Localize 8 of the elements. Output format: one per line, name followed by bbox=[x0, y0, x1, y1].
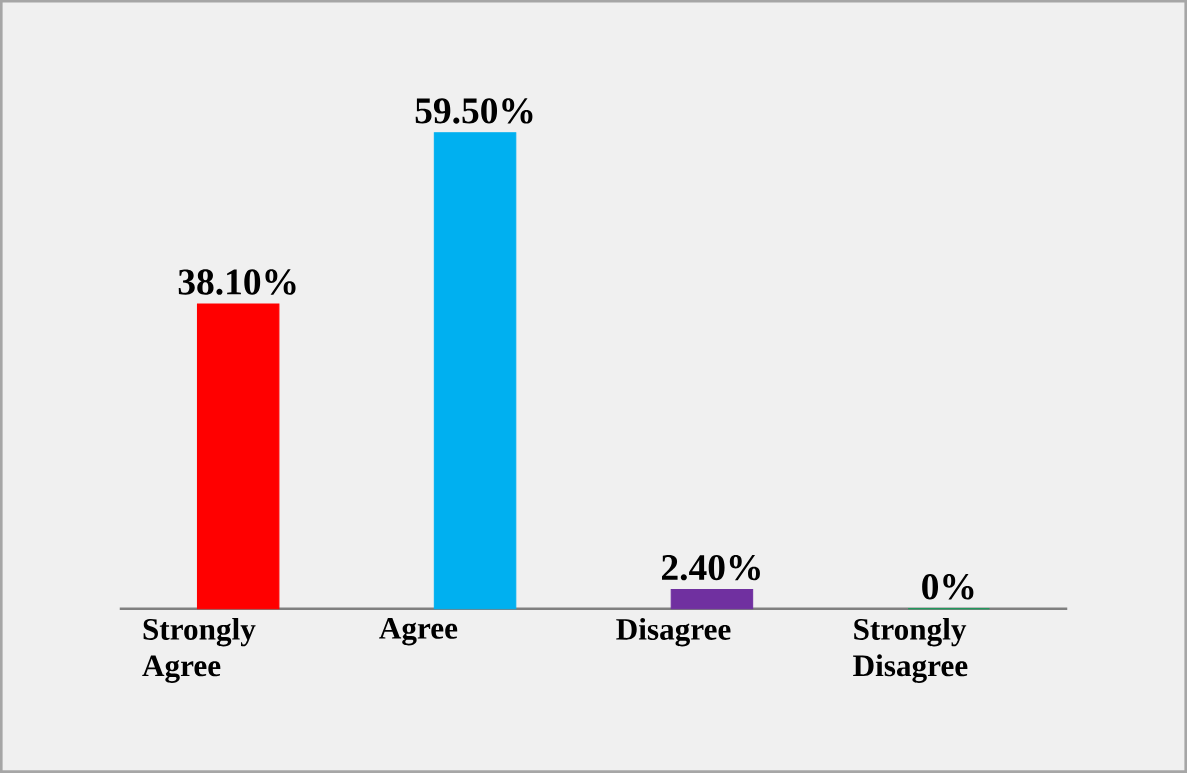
data-label: 59.50% bbox=[415, 98, 533, 124]
data-label: 0% bbox=[922, 574, 974, 600]
x-tick-label: Strongly Agree bbox=[142, 617, 256, 683]
x-tick-label: Disagree bbox=[616, 617, 731, 647]
x-tick-label: Strongly Disagree bbox=[853, 617, 968, 683]
data-label: 2.40% bbox=[662, 554, 760, 581]
data-label: 38.10% bbox=[178, 269, 296, 295]
x-tick-label: Agree bbox=[379, 617, 458, 646]
